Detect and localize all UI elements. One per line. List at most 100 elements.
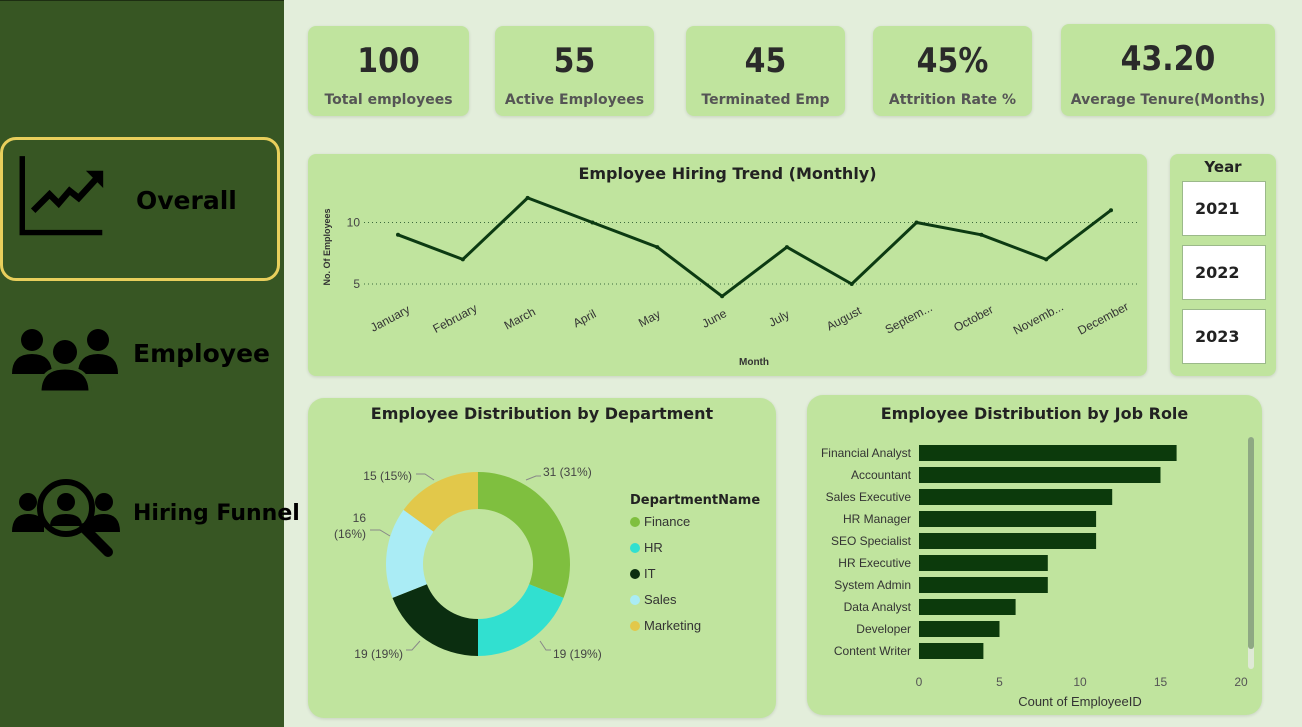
year-option-2022[interactable]: 2022: [1182, 245, 1266, 300]
data-point[interactable]: [396, 232, 400, 237]
leader-line: [539, 640, 551, 651]
x-tick-label: 15: [1154, 675, 1168, 689]
legend-item-finance[interactable]: Finance: [630, 514, 690, 529]
bar[interactable]: [919, 489, 1113, 505]
x-axis-title: Count of EmployeeID: [1018, 694, 1142, 709]
data-point[interactable]: [979, 232, 984, 237]
legend-item-marketing[interactable]: Marketing: [630, 618, 701, 633]
bar[interactable]: [919, 555, 1048, 571]
year-option-2021[interactable]: 2021: [1182, 181, 1266, 236]
legend-marker: [630, 620, 640, 631]
donut-slice-marketing[interactable]: [403, 472, 478, 532]
x-tick-label: January: [368, 302, 412, 334]
bar[interactable]: [919, 511, 1097, 527]
x-tick-label: February: [430, 301, 479, 336]
job-role-distribution-chart: Employee Distribution by Job Role Financ…: [807, 395, 1262, 715]
leader-line: [370, 529, 391, 537]
legend-item-hr[interactable]: HR: [630, 540, 663, 555]
kpi-value: 100: [357, 41, 420, 81]
hiring-trend-chart: Employee Hiring Trend (Monthly) 5 10 Janua…: [308, 154, 1147, 376]
legend-marker: [630, 542, 640, 553]
kpi-card-average-tenure: 43.20 Average Tenure(Months): [1061, 24, 1275, 116]
data-point[interactable]: [1044, 257, 1049, 262]
x-tick-label: August: [824, 303, 864, 333]
y-axis-title: No. Of Employees: [322, 208, 332, 285]
y-tick-label: HR Manager: [843, 512, 911, 526]
data-point[interactable]: [849, 282, 854, 286]
y-tick-label: 10: [347, 216, 361, 230]
nav-hiring-label: Hiring Funnel: [133, 501, 300, 526]
x-tick-label: May: [636, 307, 663, 330]
x-tick-label: 10: [1073, 675, 1087, 689]
kpi-label: Total employees: [324, 92, 453, 108]
slice-label-pct: (16%): [334, 527, 366, 541]
year-slicer: Year 2021 2022 2023: [1170, 154, 1276, 376]
donut-slice-it[interactable]: [392, 584, 478, 656]
legend-label: Finance: [644, 514, 691, 529]
x-axis-title: Month: [739, 357, 769, 368]
sidebar: Overall Employee Hiring Funnel: [0, 0, 300, 727]
data-point[interactable]: [525, 195, 530, 200]
bar[interactable]: [919, 577, 1048, 593]
legend-label: Marketing: [644, 618, 702, 633]
x-tick-label: March: [502, 304, 538, 332]
y-tick-label: System Admin: [834, 578, 911, 592]
scrollbar-track[interactable]: [1248, 437, 1254, 669]
data-point[interactable]: [720, 294, 725, 299]
leader-line: [416, 473, 435, 481]
kpi-label: Terminated Emp: [701, 92, 830, 108]
y-tick-label: 5: [353, 277, 360, 291]
x-tick-label: Novemb...: [1011, 299, 1066, 337]
data-point[interactable]: [914, 220, 919, 225]
legend-marker: [630, 568, 640, 579]
nav-employee[interactable]: Employee: [0, 316, 280, 396]
nav-employee-label: Employee: [133, 339, 270, 368]
x-tick-label: 5: [996, 675, 1003, 689]
data-point[interactable]: [655, 245, 660, 250]
x-tick-label: Septem...: [883, 300, 935, 336]
department-distribution-chart: Employee Distribution by Department 31 (…: [308, 398, 776, 718]
bar[interactable]: [919, 445, 1177, 461]
x-tick-label: 0: [916, 675, 923, 689]
legend-label: Sales: [644, 592, 677, 607]
y-tick-label: Data Analyst: [844, 600, 912, 614]
donut-slice-finance[interactable]: [478, 472, 570, 598]
leader-line: [525, 475, 541, 481]
y-tick-label: Content Writer: [834, 644, 911, 658]
data-point[interactable]: [460, 257, 465, 262]
leader-line: [406, 640, 421, 651]
bar[interactable]: [919, 533, 1097, 549]
kpi-card-attrition-rate: 45% Attrition Rate %: [873, 26, 1032, 116]
year-option-2023[interactable]: 2023: [1182, 309, 1266, 364]
legend-title: DepartmentName: [630, 493, 761, 508]
kpi-card-active-employees: 55 Active Employees: [495, 26, 654, 116]
legend-label: HR: [644, 540, 663, 555]
bar[interactable]: [919, 621, 1000, 637]
chart-title: Employee Hiring Trend (Monthly): [578, 164, 877, 183]
nav-hiring-funnel[interactable]: Hiring Funnel: [0, 471, 300, 561]
legend-item-sales[interactable]: Sales: [630, 592, 677, 607]
slice-label: 15 (15%): [363, 469, 412, 483]
donut-slice-hr[interactable]: [478, 584, 564, 656]
donut-slice-sales[interactable]: [386, 509, 434, 598]
legend-item-it[interactable]: IT: [630, 566, 656, 581]
nav-overall[interactable]: Overall: [0, 137, 280, 281]
chart-title: Employee Distribution by Department: [370, 404, 714, 423]
data-point[interactable]: [1109, 208, 1113, 213]
bar[interactable]: [919, 467, 1161, 483]
scrollbar-thumb[interactable]: [1248, 437, 1254, 649]
data-point[interactable]: [784, 245, 789, 250]
data-point[interactable]: [590, 220, 595, 225]
bar[interactable]: [919, 643, 984, 659]
donut-chart-plot: 31 (31%) 19 (19%) 19 (19%) 16 (16%) 15 (15%): [334, 465, 602, 661]
people-search-icon: [12, 479, 120, 557]
y-tick-label: Accountant: [851, 468, 912, 482]
kpi-value: 43.20: [1120, 39, 1216, 79]
y-tick-label: HR Executive: [838, 556, 911, 570]
bar[interactable]: [919, 599, 1016, 615]
people-group-icon: [12, 329, 118, 392]
legend-marker: [630, 516, 640, 527]
x-tick-label: April: [571, 307, 599, 331]
x-tick-label: 20: [1234, 675, 1248, 689]
trend-chart-icon: [19, 156, 104, 236]
